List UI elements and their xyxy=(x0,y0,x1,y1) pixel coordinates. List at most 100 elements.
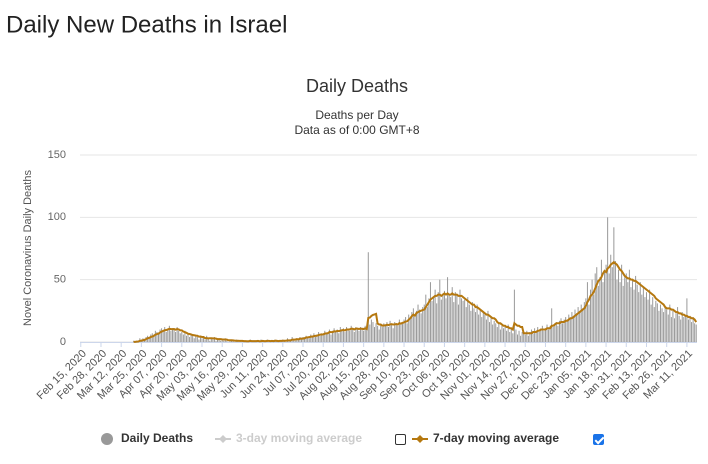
bar xyxy=(184,330,186,342)
bar xyxy=(179,333,181,342)
bar xyxy=(677,307,679,342)
bar xyxy=(381,327,383,342)
bar xyxy=(465,307,467,342)
bar xyxy=(220,340,222,342)
bar xyxy=(311,335,313,342)
checkbox[interactable] xyxy=(593,434,604,445)
bar xyxy=(213,337,215,342)
bar xyxy=(384,325,386,342)
bar xyxy=(395,323,397,342)
bar xyxy=(608,273,610,342)
bar xyxy=(190,334,192,342)
bar xyxy=(346,327,348,342)
bar xyxy=(538,332,540,342)
bar xyxy=(602,282,604,342)
bar xyxy=(670,317,672,342)
bar xyxy=(454,292,456,342)
bar xyxy=(356,329,358,342)
bar xyxy=(532,333,534,342)
bar xyxy=(433,297,435,342)
bar xyxy=(148,337,150,342)
bar xyxy=(182,334,184,342)
bar xyxy=(501,325,503,342)
bar xyxy=(352,328,354,342)
bar xyxy=(535,330,537,342)
bar xyxy=(436,303,438,342)
bar xyxy=(428,298,430,342)
bar xyxy=(196,337,198,342)
legend-item[interactable]: 3-day moving average xyxy=(215,431,362,445)
chart-subtitle: Data as of 0:00 GMT+8 xyxy=(294,123,419,137)
bar xyxy=(644,297,646,342)
bar xyxy=(355,327,357,342)
bar xyxy=(652,297,654,342)
checkbox[interactable] xyxy=(395,434,406,445)
bar xyxy=(600,259,602,342)
bar xyxy=(577,307,579,342)
bar xyxy=(319,335,321,342)
bar xyxy=(487,310,489,342)
bar xyxy=(512,333,514,342)
bar xyxy=(203,337,205,342)
bar xyxy=(549,325,551,342)
bar xyxy=(621,264,623,342)
bar xyxy=(633,289,635,342)
bar xyxy=(560,318,562,342)
bar xyxy=(604,269,606,342)
bar xyxy=(666,309,668,342)
legend-symbol xyxy=(416,435,424,443)
bar xyxy=(687,319,689,342)
bar xyxy=(209,340,211,342)
bar xyxy=(543,330,545,342)
bar xyxy=(596,267,598,342)
bar xyxy=(157,333,159,342)
bar xyxy=(375,323,377,342)
bar xyxy=(605,264,607,342)
legend-item[interactable]: Daily Deaths xyxy=(101,431,193,445)
bar xyxy=(171,328,173,342)
bar xyxy=(462,300,464,342)
bar xyxy=(193,338,195,342)
bar xyxy=(683,317,685,342)
bar xyxy=(663,312,665,342)
bar xyxy=(456,294,458,342)
bar xyxy=(503,328,505,342)
bar xyxy=(518,330,520,342)
legend-item[interactable]: 7-day moving average xyxy=(412,431,559,445)
bar xyxy=(305,335,307,342)
bar xyxy=(187,333,189,342)
bar xyxy=(415,310,417,342)
bar xyxy=(353,332,355,342)
bar xyxy=(647,299,649,342)
bar xyxy=(367,252,369,342)
bar xyxy=(332,330,334,342)
bar xyxy=(526,330,528,342)
bar xyxy=(520,335,522,342)
bar xyxy=(181,332,183,342)
bar xyxy=(597,285,599,342)
bar xyxy=(664,305,666,342)
bar xyxy=(473,308,475,342)
bar xyxy=(507,324,509,342)
bar xyxy=(552,327,554,342)
bar xyxy=(485,319,487,342)
bar xyxy=(408,314,410,342)
bar xyxy=(173,329,175,342)
bar xyxy=(585,298,587,342)
bar xyxy=(333,328,335,342)
bar xyxy=(479,309,481,342)
bar xyxy=(555,322,557,342)
bar xyxy=(641,294,643,342)
line xyxy=(133,260,698,343)
bar xyxy=(489,322,491,342)
bar xyxy=(554,323,556,342)
bar xyxy=(411,312,413,342)
bar xyxy=(223,340,225,342)
bar xyxy=(544,328,546,342)
bar xyxy=(321,333,323,342)
y-axis-label: Novel Coronavirus Daily Deaths xyxy=(22,170,34,326)
bar xyxy=(342,328,344,342)
bar xyxy=(358,330,360,342)
bar xyxy=(540,329,542,342)
